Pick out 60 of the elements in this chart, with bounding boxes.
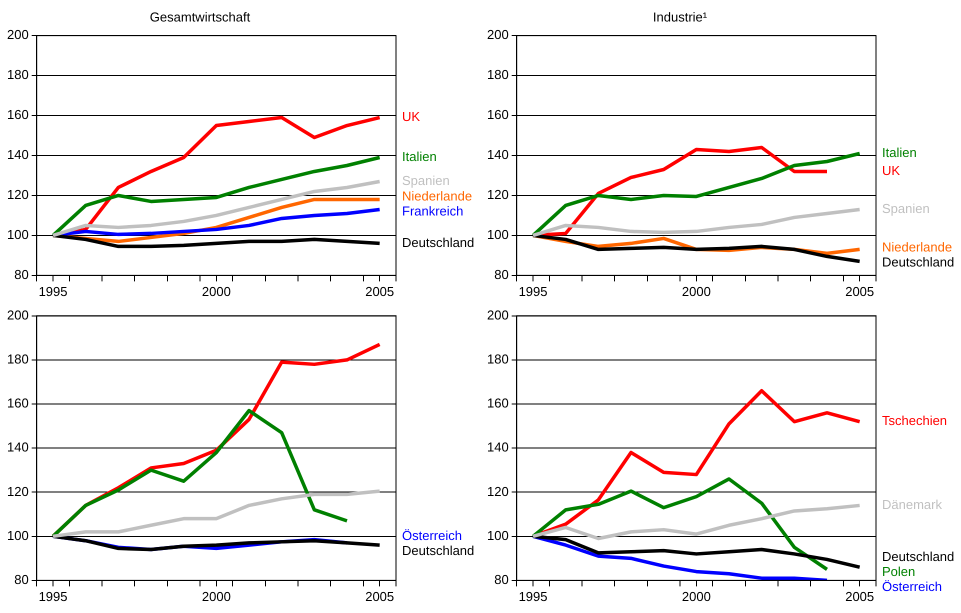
x-tick-label: 2000 [202,284,231,299]
series-label: Deutschland [882,254,954,270]
y-tick-label: 140 [486,147,509,162]
y-tick-label: 120 [6,187,29,202]
series-label: Deutschland [402,543,474,558]
y-tick-label: 180 [6,67,29,82]
y-tick-label: 80 [14,266,29,282]
y-tick-label: 200 [6,27,29,42]
x-tick-label: 1995 [38,588,68,604]
x-tick-label: 2005 [365,284,394,299]
text: Österreich [402,528,462,544]
y-tick-label: 160 [486,396,509,411]
series-label: Niederlande [882,239,952,254]
y-tick-label: 180 [486,351,509,366]
y-tick-label: 80 [494,266,509,282]
y-tick-label: 160 [6,107,29,122]
x-tick-label: 1995 [518,284,548,299]
x-tick-label: 2005 [845,588,874,604]
chart-title: Industrie¹ [652,9,708,24]
text: Polen [882,564,916,579]
series-label: Italien [882,145,917,160]
y-tick-label: 140 [6,440,29,455]
x-tick-label: 2000 [682,284,711,299]
y-tick-label: 160 [6,396,29,411]
series-label: Frankreich [402,204,464,219]
x-tick-label: 2000 [682,588,711,604]
x-tick-label: 2000 [202,588,231,604]
series-label: Spanien [882,201,930,216]
text: Österreich [882,578,942,594]
series-label: Niederlande [402,188,472,204]
series-label: UK [402,109,420,124]
y-tick-label: 120 [486,484,509,499]
y-tick-label: 100 [6,528,29,543]
y-tick-label: 100 [486,528,509,543]
series-label: Deutschland [402,235,474,250]
y-tick-label: 100 [6,227,29,242]
chart-title: Gesamtwirtschaft [150,9,251,24]
y-tick-label: 100 [486,227,509,242]
series-label: Dänemark [882,497,942,512]
series-label: Italien [402,149,437,164]
x-tick-label: 1995 [38,284,68,299]
y-tick-label: 200 [486,27,509,42]
x-tick-label: 2005 [845,284,874,299]
y-tick-label: 160 [486,107,509,122]
y-tick-label: 180 [6,351,29,366]
text: UK [882,163,900,178]
series-label: Deutschland [882,548,954,564]
y-tick-label: 80 [14,572,29,587]
y-tick-label: 120 [486,187,509,202]
y-tick-label: 180 [486,67,509,82]
x-tick-label: 1995 [518,588,548,604]
x-tick-label: 2005 [365,588,394,604]
y-tick-label: 120 [6,484,29,499]
series-label: Tschechien [882,413,948,428]
y-tick-label: 200 [6,307,29,322]
y-tick-label: 140 [6,147,29,162]
y-tick-label: 200 [486,307,509,322]
series-label: Spanien [402,173,450,188]
y-tick-label: 140 [486,440,509,455]
y-tick-label: 80 [494,572,509,587]
